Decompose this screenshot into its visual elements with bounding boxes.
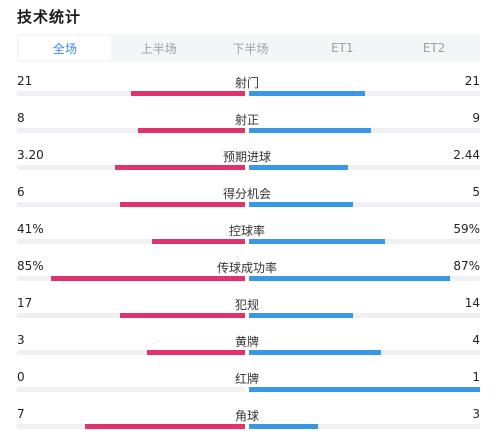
stat-label: 角球 — [234, 409, 259, 423]
stat-row: 21 射门 21 — [0, 62, 500, 99]
stat-label: 得分机会 — [222, 187, 271, 201]
stat-label: 射正 — [234, 113, 259, 127]
home-value: 6 — [17, 185, 25, 199]
away-bar-track — [249, 202, 480, 207]
away-bar — [249, 424, 319, 429]
tab-0[interactable]: 全场 — [19, 36, 111, 60]
stat-label: 预期进球 — [222, 150, 271, 164]
stat-row: 6 得分机会 5 — [0, 173, 500, 210]
home-value: 7 — [17, 407, 25, 421]
stat-label: 犯规 — [234, 298, 259, 312]
stat-row: 0 红牌 1 — [0, 358, 500, 395]
away-bar-track — [249, 276, 480, 281]
away-bar — [249, 276, 450, 281]
home-bar-track — [17, 128, 245, 133]
home-value: 41% — [17, 222, 44, 236]
tab-3[interactable]: ET1 — [331, 41, 354, 55]
home-bar-track — [17, 202, 245, 207]
home-value: 17 — [17, 296, 33, 310]
away-bar — [249, 387, 480, 392]
away-bar-track — [249, 128, 480, 133]
away-value: 3 — [472, 407, 480, 421]
home-value: 85% — [17, 259, 44, 273]
home-bar — [119, 202, 245, 207]
home-value: 0 — [17, 370, 25, 384]
home-value: 3.20 — [17, 148, 44, 162]
stat-row: 3 黄牌 4 — [0, 321, 500, 358]
home-value: 21 — [17, 74, 33, 88]
stat-label: 传球成功率 — [216, 261, 277, 275]
home-bar — [131, 91, 245, 96]
away-bar — [249, 313, 353, 318]
away-value: 59% — [453, 222, 480, 236]
page-title: 技术统计 — [17, 8, 82, 26]
home-bar — [146, 350, 245, 355]
home-bar — [51, 276, 245, 281]
home-bar-track — [17, 165, 245, 170]
away-value: 1 — [472, 370, 480, 384]
period-tabs: 全场 上半场 下半场 ET1 ET2 — [17, 34, 480, 62]
stat-label: 射门 — [234, 76, 259, 90]
away-bar-track — [249, 165, 480, 170]
away-bar — [249, 202, 353, 207]
away-bar — [249, 91, 365, 96]
home-value: 8 — [17, 111, 25, 125]
stat-label: 控球率 — [228, 224, 265, 238]
stat-row: 17 犯规 14 — [0, 284, 500, 321]
away-value: 4 — [472, 333, 480, 347]
home-bar-track — [17, 239, 245, 244]
stat-row: 41% 控球率 59% — [0, 210, 500, 247]
home-bar — [137, 128, 245, 133]
tab-2[interactable]: 下半场 — [232, 41, 269, 56]
away-value: 9 — [472, 111, 480, 125]
away-value: 5 — [472, 185, 480, 199]
stats-list: 21 射门 21 8 射正 9 3.20 预期进球 2.44 6 得分机会 5 41% 控球率 59% 85%… — [0, 62, 500, 432]
home-bar-track — [17, 350, 245, 355]
stat-row: 8 射正 9 — [0, 99, 500, 136]
away-bar-track — [249, 350, 480, 355]
stat-row: 85% 传球成功率 87% — [0, 247, 500, 284]
home-value: 3 — [17, 333, 25, 347]
away-bar — [249, 350, 381, 355]
home-bar — [119, 313, 245, 318]
away-bar-track — [249, 387, 480, 392]
home-bar-track — [17, 276, 245, 281]
away-value: 87% — [453, 259, 480, 273]
home-bar — [151, 239, 245, 244]
tab-4[interactable]: ET2 — [422, 41, 446, 55]
away-bar-track — [249, 239, 480, 244]
stat-row: 3.20 预期进球 2.44 — [0, 136, 500, 173]
home-bar — [85, 424, 245, 429]
stat-label: 黄牌 — [234, 335, 259, 349]
home-bar-track — [17, 91, 245, 96]
away-bar — [249, 128, 372, 133]
away-value: 2.44 — [453, 148, 480, 162]
away-bar-track — [249, 424, 480, 429]
away-bar — [249, 239, 386, 244]
home-bar-track — [17, 424, 245, 429]
away-bar-track — [249, 313, 480, 318]
stat-row: 7 角球 3 — [0, 395, 500, 432]
tab-1[interactable]: 上半场 — [140, 41, 177, 56]
stat-label: 红牌 — [234, 372, 259, 386]
home-bar — [115, 165, 245, 170]
away-bar — [249, 165, 349, 170]
away-bar-track — [249, 91, 480, 96]
away-value: 21 — [464, 74, 480, 88]
home-bar-track — [17, 387, 245, 392]
away-value: 14 — [464, 296, 480, 310]
home-bar-track — [17, 313, 245, 318]
